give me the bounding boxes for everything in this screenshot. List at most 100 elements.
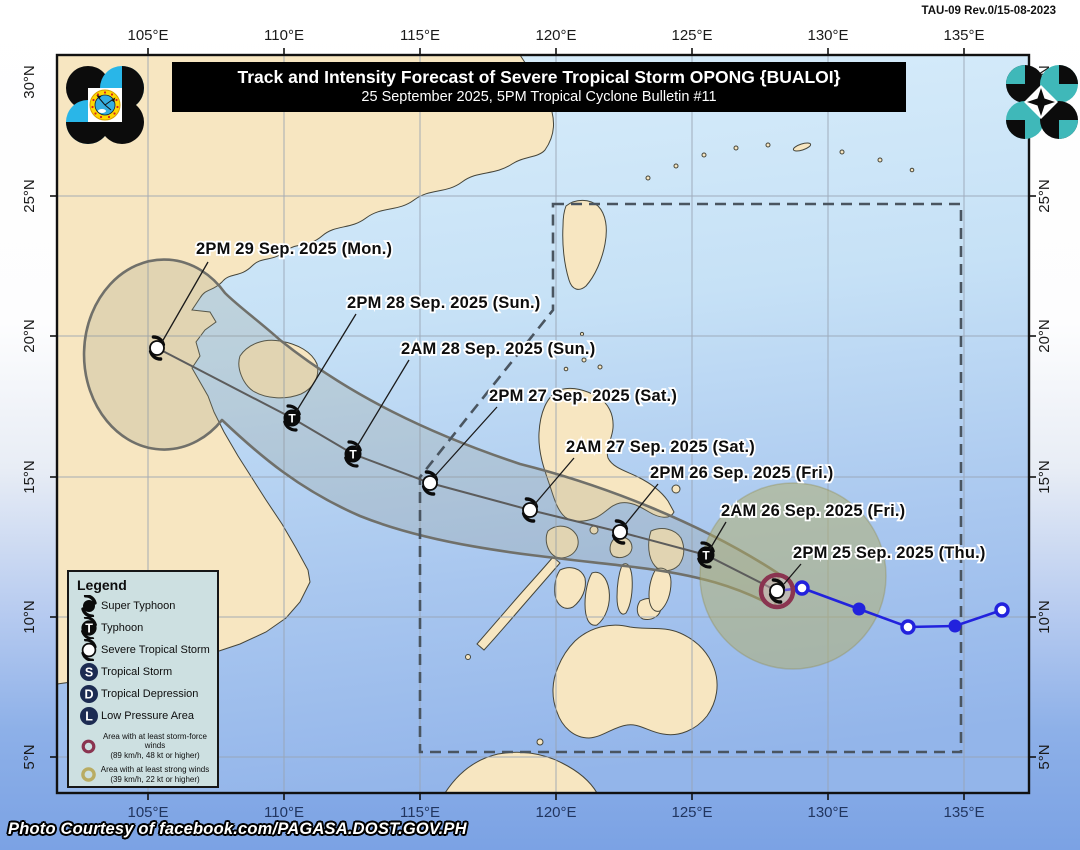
lon-label: 125°E [671,804,712,821]
lon-label: 120°E [535,804,576,821]
legend-item-tropical-depression: D Tropical Depression [77,683,211,705]
lat-label: 15°N [1036,460,1053,494]
legend-item-strong-wind-area: Area with at least strong winds (39 km/h… [77,765,211,784]
landmass-china-indochina [56,54,555,685]
lon-label: 105°E [127,27,168,44]
forecast-label-2pm-28-sep: 2PM 28 Sep. 2025 (Sun.) [347,294,541,312]
lon-label: 125°E [671,27,712,44]
longitude-labels-bottom: 105°E 110°E 115°E 120°E 125°E 130°E 135°… [127,804,984,821]
legend-item-low-pressure-area: L Low Pressure Area [77,705,211,727]
low-pressure-letter: L [85,710,93,724]
tropical-storm-icon: S [77,661,101,683]
label-leader-lines [161,261,802,585]
forecast-label-2am-27-sep: 2AM 27 Sep. 2025 (Sat.) [566,438,755,456]
island-masbate [609,536,633,559]
island-negros [584,571,610,626]
severe-tropical-storm-icon [77,639,101,661]
landmass-borneo [444,751,598,794]
lat-label: 10°N [21,600,38,634]
legend-item-tropical-storm: S Tropical Storm [77,661,211,683]
legend-area-label: Area with at least storm-force winds [102,732,208,751]
legend-label: Super Typhoon [101,600,176,612]
lon-label: 120°E [535,27,576,44]
lon-label: 115°E [400,27,440,44]
lon-label: 105°E [127,804,168,821]
photo-credit: Photo Courtesy of facebook.com/PAGASA.DO… [8,820,467,838]
typhoon-letter: T [85,621,93,635]
typhoon-icon: T [77,617,101,639]
tropical-depression-icon: D [77,683,101,705]
par-boundary [418,202,963,754]
island-cebu [616,563,633,615]
document-reference: TAU-09 Rev.0/15-08-2023 [921,5,1056,17]
island-catanduanes [671,484,681,494]
legend-area-detail: (39 km/h, 22 kt or higher) [110,774,200,784]
legend-label: Typhoon [101,622,144,634]
island-dot [465,654,471,660]
star-icon [1027,88,1055,116]
compass-arrows-icon [96,95,116,111]
forecast-label-2pm-25-sep: 2PM 25 Sep. 2025 (Thu.) [793,544,986,562]
pagasa-logo [66,66,144,144]
bulletin-subtitle: 25 September 2025, 5PM Tropical Cyclone … [361,89,717,106]
map-frame [55,53,1031,795]
lon-label: 135°E [943,804,984,821]
lon-label: 130°E [807,27,848,44]
legend-title: Legend [77,577,127,593]
lon-label: 130°E [807,804,848,821]
lat-label: 25°N [21,179,38,213]
legend-item-storm-force-area: Area with at least storm-force winds (89… [77,732,211,760]
lat-label: 5°N [21,744,38,769]
island-samar [648,528,685,572]
legend-label: Tropical Depression [101,688,199,700]
lat-label: 25°N [1036,179,1053,213]
ryukyu-islands [645,142,915,181]
forecast-label-2pm-27-sep: 2PM 27 Sep. 2025 (Sat.) [489,387,677,405]
axis-ticks [50,48,1036,800]
legend-area-detail: (89 km/h, 48 kt or higher) [110,750,200,760]
legend-label: Low Pressure Area [101,710,194,722]
legend-label: Tropical Storm [101,666,173,678]
forecast-confidence-cone [82,258,781,609]
lon-label: 110°E [264,27,304,44]
lon-label: 115°E [400,804,440,821]
batanes-babuyan-islands [563,331,603,372]
lat-label: 15°N [21,460,38,494]
forecast-label-2am-28-sep: 2AM 28 Sep. 2025 (Sun.) [401,340,595,358]
forecast-label-2pm-29-sep: 2PM 29 Sep. 2025 (Mon.) [196,240,392,258]
lat-label: 20°N [1036,319,1053,353]
legend-area-label: Area with at least strong winds [100,765,210,775]
depression-letter: D [84,688,93,702]
dost-logo [1006,65,1078,139]
title-bar: Track and Intensity Forecast of Severe T… [172,62,906,112]
past-position-open-dot [994,602,1010,618]
landmass-taiwan [562,199,607,290]
super-typhoon-icon [77,595,101,617]
legend-item-typhoon: T Typhoon [77,617,211,639]
lat-label: 30°N [21,65,38,99]
longitude-labels-top: 105°E 110°E 115°E 120°E 125°E 130°E 135°… [127,27,984,44]
legend-label: Severe Tropical Storm [101,644,210,656]
forecast-date-labels: 2PM 29 Sep. 2025 (Mon.) 2PM 28 Sep. 2025… [194,238,987,564]
lon-label: 110°E [264,804,304,821]
lat-label: 20°N [21,319,38,353]
legend-panel: Legend Super Typhoon T Typhoon [67,570,219,788]
legend-item-severe-tropical-storm: Severe Tropical Storm [77,639,211,661]
legend-item-super-typhoon: Super Typhoon [77,595,211,617]
island-panay [554,567,586,609]
forecast-label-2pm-26-sep: 2PM 26 Sep. 2025 (Fri.) [650,464,833,482]
bulletin-title: Track and Intensity Forecast of Severe T… [237,67,841,88]
cloud-icon [98,109,106,113]
latitude-labels-left: 30°N 25°N 20°N 15°N 10°N 5°N [21,65,38,769]
lat-label: 10°N [1036,600,1053,634]
storm-letter: S [85,666,93,680]
storm-force-wind-ring-icon [77,738,99,755]
past-position-dot [852,602,866,616]
past-position-dot [948,619,962,633]
lat-label: 5°N [1036,744,1053,769]
island-palawan [476,556,561,651]
strong-wind-ring-icon [77,766,99,783]
latitude-labels-right: 30°N 25°N 20°N 15°N 10°N 5°N [1036,65,1053,769]
